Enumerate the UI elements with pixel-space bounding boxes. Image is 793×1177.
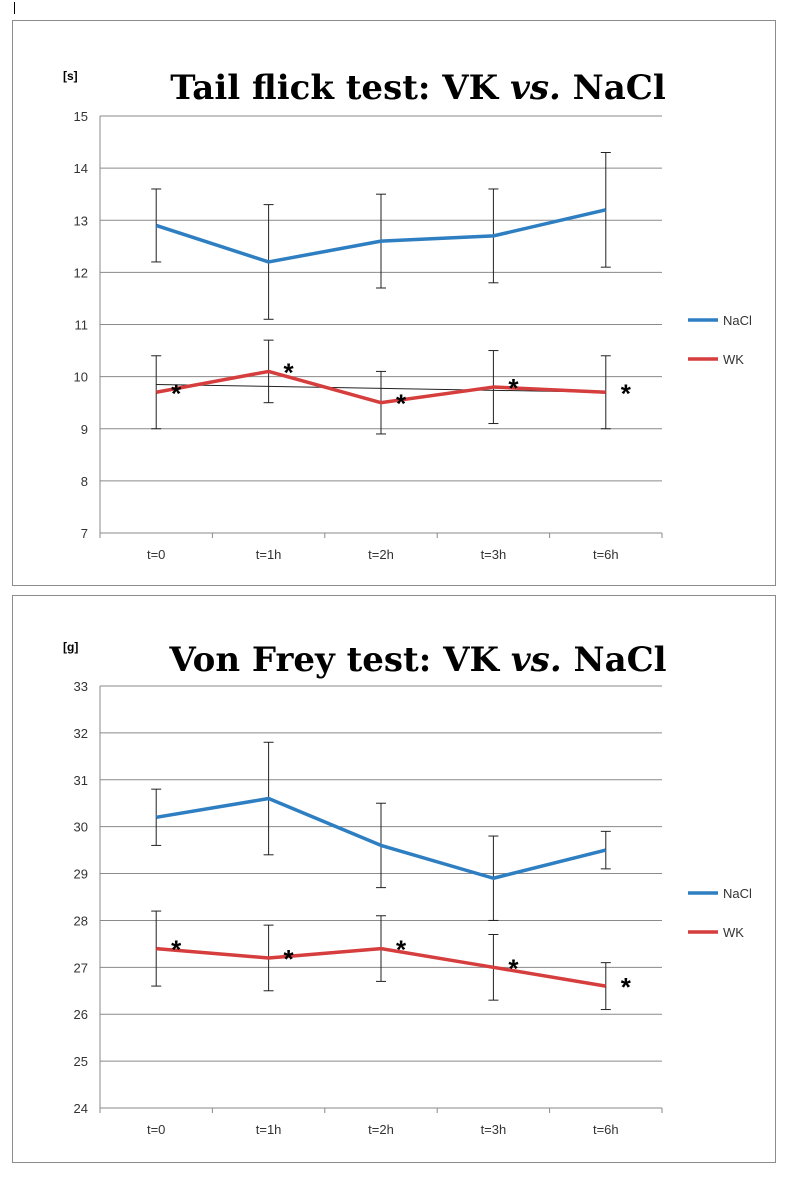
wk-series-line <box>156 946 607 988</box>
chart-title-end: NaCl <box>561 68 666 108</box>
von-frey-chart-panel: Von Frey test: VK vs. NaCl [g] 24 25 26 27 28 2… <box>12 595 776 1163</box>
significance-asterisk: * <box>284 357 295 387</box>
significance-asterisk: * <box>621 972 632 1002</box>
significance-asterisk: * <box>508 373 519 403</box>
x-tick-label: t=0 <box>147 1122 165 1137</box>
x-tick-label: t=2h <box>368 1122 394 1137</box>
chart-title: Tail flick test: VK vs. NaCl <box>170 68 666 108</box>
tail-flick-chart-panel: Tail flick test: VK vs. NaCl [s] 7 8 9 10 11 12… <box>12 20 776 586</box>
y-tick-label: 12 <box>74 265 88 280</box>
chart-title-italic: vs. <box>510 68 561 108</box>
significance-asterisk: * <box>171 935 182 965</box>
y-axis-unit-label: [s] <box>63 69 78 83</box>
y-tick-label: 13 <box>74 213 88 228</box>
significance-asterisk: * <box>621 378 632 408</box>
y-tick-label: 33 <box>74 679 88 694</box>
significance-asterisk: * <box>396 389 407 419</box>
y-tick-label: 27 <box>74 960 88 975</box>
y-axis-unit-label: [g] <box>63 640 78 654</box>
legend-label-wk: WK <box>723 925 744 940</box>
x-tick-label: t=3h <box>481 1122 507 1137</box>
y-tick-label: 30 <box>74 820 88 835</box>
y-tick-label: 14 <box>74 161 88 176</box>
nacl-series-line <box>155 796 607 880</box>
tail-flick-chart: Tail flick test: VK vs. NaCl [s] 7 8 9 10 11 12… <box>63 68 752 562</box>
wk-series-line <box>155 369 606 405</box>
chart-title-part: Von Frey test: VK <box>168 640 511 680</box>
chart-title-end: NaCl <box>562 640 667 680</box>
x-tick-label: t=6h <box>593 547 619 562</box>
significance-asterisk: * <box>396 935 407 965</box>
significance-asterisk: * <box>171 378 182 408</box>
legend-label-nacl: NaCl <box>723 313 752 328</box>
chart-title-part: Tail flick test: VK <box>170 68 510 108</box>
y-tick-label: 11 <box>75 318 89 333</box>
nacl-series-line <box>155 208 607 264</box>
x-tick-label: t=6h <box>593 1122 619 1137</box>
y-tick-label: 25 <box>74 1054 88 1069</box>
x-tick-label: t=2h <box>368 547 394 562</box>
legend-label-nacl: NaCl <box>723 886 752 901</box>
y-tick-label: 9 <box>81 422 88 437</box>
x-tick-label: t=0 <box>147 547 165 562</box>
y-tick-label: 10 <box>74 370 88 385</box>
significance-asterisk: * <box>284 944 295 974</box>
y-tick-label: 15 <box>74 109 88 124</box>
significance-asterisk: * <box>508 953 519 983</box>
x-tick-label: t=1h <box>256 1122 282 1137</box>
chart-title-italic: vs. <box>511 640 562 680</box>
x-tick-label: t=3h <box>481 547 507 562</box>
y-tick-label: 29 <box>74 867 88 882</box>
y-tick-label: 26 <box>74 1007 88 1022</box>
legend-label-wk: WK <box>723 352 744 367</box>
y-tick-label: 8 <box>81 474 88 489</box>
y-tick-label: 31 <box>74 773 88 788</box>
y-tick-label: 28 <box>74 913 88 928</box>
chart-title: Von Frey test: VK vs. NaCl <box>168 640 666 680</box>
y-tick-label: 7 <box>81 526 88 541</box>
von-frey-chart: Von Frey test: VK vs. NaCl [g] 24 25 26 27 28 2… <box>63 640 752 1137</box>
corner-tick-mark <box>14 2 15 14</box>
y-tick-label: 32 <box>74 726 88 741</box>
y-tick-label: 24 <box>74 1101 88 1116</box>
x-tick-label: t=1h <box>256 547 282 562</box>
